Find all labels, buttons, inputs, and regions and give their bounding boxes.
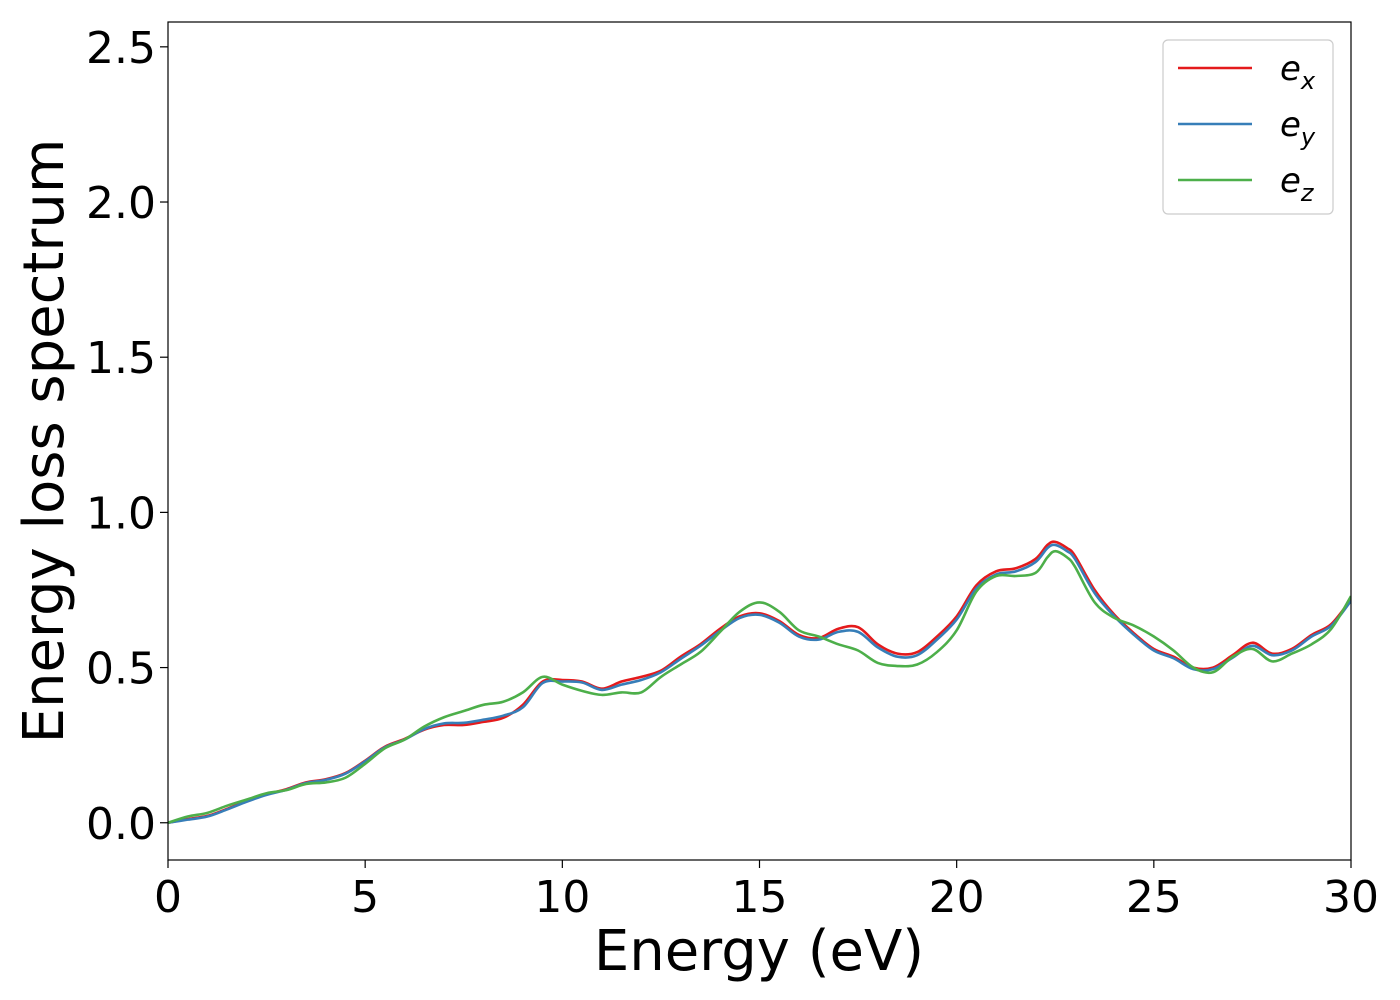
legend-label-base: e [1280, 105, 1301, 145]
x-tick-label: 25 [1126, 872, 1182, 923]
y-tick-label: 2.0 [86, 178, 156, 229]
legend-label-subscript: z [1300, 179, 1315, 207]
series-line-ez [168, 549, 1351, 824]
legend-label-subscript: x [1300, 67, 1316, 95]
x-tick-label: 5 [351, 872, 379, 923]
legend-label-subscript: y [1300, 123, 1316, 151]
legend-label-base: e [1280, 161, 1301, 201]
legend-label-ex: ex [1280, 49, 1316, 95]
plot-area [168, 540, 1351, 825]
y-axis: 0.0 0.5 1.0 1.5 2.0 2.5 [86, 23, 168, 850]
y-tick-label: 1.0 [86, 488, 156, 539]
x-axis-title: Energy (eV) [594, 919, 924, 984]
x-tick-label: 10 [534, 872, 590, 923]
legend-label-ez: ez [1280, 161, 1315, 207]
x-tick-label: 20 [929, 872, 985, 923]
series-layer [168, 540, 1351, 825]
y-tick-label: 1.5 [86, 333, 156, 384]
x-tick-label: 0 [154, 872, 182, 923]
x-tick-label: 30 [1323, 872, 1379, 923]
y-tick-label: 2.5 [86, 23, 156, 74]
legend-box [1162, 39, 1334, 215]
legend-label-ey: ey [1280, 105, 1316, 151]
legend-label-base: e [1280, 49, 1301, 89]
x-axis: 0 5 10 15 20 25 30 [154, 860, 1379, 923]
y-tick-label: 0.0 [86, 799, 156, 850]
x-tick-label: 15 [732, 872, 788, 923]
y-tick-label: 0.5 [86, 644, 156, 695]
series-line-ey [168, 543, 1351, 825]
y-axis-title: Energy loss spectrum [12, 139, 77, 744]
